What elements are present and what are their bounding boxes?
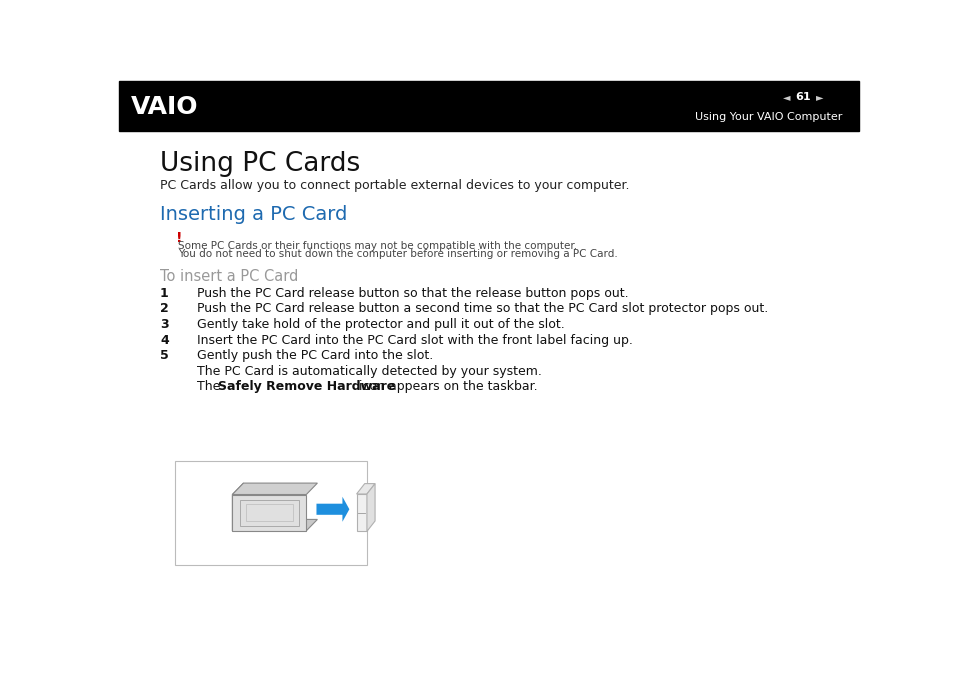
Text: VAIO: VAIO xyxy=(131,95,198,119)
Text: icon appears on the taskbar.: icon appears on the taskbar. xyxy=(355,380,537,394)
Text: You do not need to shut down the computer before inserting or removing a PC Card: You do not need to shut down the compute… xyxy=(178,249,618,259)
Polygon shape xyxy=(356,484,375,494)
Text: Push the PC Card release button so that the release button pops out.: Push the PC Card release button so that … xyxy=(196,287,628,300)
Text: ◄: ◄ xyxy=(782,92,790,102)
Text: Inserting a PC Card: Inserting a PC Card xyxy=(160,206,347,224)
Bar xyxy=(119,81,858,131)
Text: 2: 2 xyxy=(160,303,169,315)
Text: !: ! xyxy=(176,231,182,245)
Text: 4: 4 xyxy=(160,334,169,346)
Text: 3: 3 xyxy=(160,318,169,331)
Text: Insert the PC Card into the PC Card slot with the front label facing up.: Insert the PC Card into the PC Card slot… xyxy=(196,334,632,346)
Text: Using PC Cards: Using PC Cards xyxy=(160,151,360,177)
Text: The PC Card is automatically detected by your system.: The PC Card is automatically detected by… xyxy=(196,365,541,377)
Text: Some PC Cards or their functions may not be compatible with the computer.: Some PC Cards or their functions may not… xyxy=(178,241,577,251)
Bar xyxy=(174,461,367,565)
Text: 5: 5 xyxy=(160,349,169,362)
Polygon shape xyxy=(233,495,306,531)
Polygon shape xyxy=(233,520,317,531)
Polygon shape xyxy=(367,484,375,531)
Text: ►: ► xyxy=(815,92,822,102)
Text: Gently push the PC Card into the slot.: Gently push the PC Card into the slot. xyxy=(196,349,433,362)
Polygon shape xyxy=(356,494,367,531)
Text: 61: 61 xyxy=(795,92,810,102)
Polygon shape xyxy=(233,483,243,531)
Text: Gently take hold of the protector and pull it out of the slot.: Gently take hold of the protector and pu… xyxy=(196,318,564,331)
Text: 1: 1 xyxy=(160,287,169,300)
Polygon shape xyxy=(233,483,317,495)
Text: PC Cards allow you to connect portable external devices to your computer.: PC Cards allow you to connect portable e… xyxy=(160,179,629,193)
Text: Using Your VAIO Computer: Using Your VAIO Computer xyxy=(694,112,841,122)
Text: Push the PC Card release button a second time so that the PC Card slot protector: Push the PC Card release button a second… xyxy=(196,303,767,315)
Text: To insert a PC Card: To insert a PC Card xyxy=(160,269,298,284)
Text: The: The xyxy=(196,380,224,394)
Text: Safely Remove Hardware: Safely Remove Hardware xyxy=(218,380,395,394)
